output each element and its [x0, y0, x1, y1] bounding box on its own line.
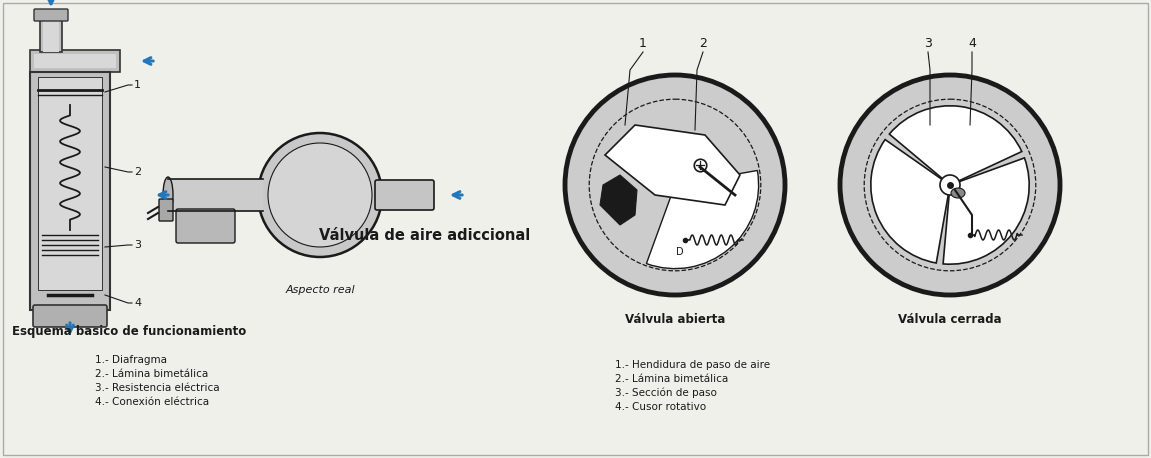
- Text: D: D: [676, 247, 684, 257]
- Text: Esquema basico de funcionamiento: Esquema basico de funcionamiento: [12, 325, 246, 338]
- Circle shape: [840, 75, 1060, 295]
- Text: 3.- Sección de paso: 3.- Sección de paso: [615, 388, 717, 398]
- Text: Válvula abierta: Válvula abierta: [625, 313, 725, 326]
- FancyBboxPatch shape: [33, 305, 107, 327]
- Wedge shape: [890, 106, 1022, 185]
- Circle shape: [268, 143, 372, 247]
- Circle shape: [258, 133, 382, 257]
- Wedge shape: [647, 170, 759, 268]
- Text: 4.- Conexión eléctrica: 4.- Conexión eléctrica: [96, 397, 209, 407]
- Circle shape: [940, 175, 960, 195]
- Wedge shape: [871, 140, 950, 263]
- FancyBboxPatch shape: [30, 72, 110, 310]
- FancyBboxPatch shape: [176, 209, 235, 243]
- Text: 4: 4: [968, 37, 976, 50]
- Text: 2: 2: [699, 37, 707, 50]
- Text: 3: 3: [134, 240, 142, 250]
- Text: 3.- Resistencia eléctrica: 3.- Resistencia eléctrica: [96, 383, 220, 393]
- Polygon shape: [605, 125, 740, 205]
- Text: 1.- Hendidura de paso de aire: 1.- Hendidura de paso de aire: [615, 360, 770, 370]
- FancyBboxPatch shape: [159, 199, 173, 221]
- Text: 3: 3: [924, 37, 932, 50]
- Circle shape: [565, 75, 785, 295]
- Text: Válvula de aire adiccional: Válvula de aire adiccional: [319, 228, 531, 242]
- FancyBboxPatch shape: [375, 180, 434, 210]
- Text: 4.- Cusor rotativo: 4.- Cusor rotativo: [615, 402, 706, 412]
- FancyBboxPatch shape: [30, 50, 120, 72]
- Text: 2: 2: [134, 167, 142, 177]
- Wedge shape: [943, 158, 1029, 264]
- Text: 2.- Lámina bimetálica: 2.- Lámina bimetálica: [96, 369, 208, 379]
- Ellipse shape: [951, 188, 965, 198]
- Text: 1: 1: [134, 80, 142, 90]
- FancyBboxPatch shape: [35, 54, 116, 68]
- FancyBboxPatch shape: [38, 77, 102, 290]
- Text: Aspecto real: Aspecto real: [285, 285, 355, 295]
- Text: 1.- Diafragma: 1.- Diafragma: [96, 355, 167, 365]
- FancyBboxPatch shape: [40, 18, 62, 52]
- Text: 2.- Lámina bimetálica: 2.- Lámina bimetálica: [615, 374, 729, 384]
- FancyBboxPatch shape: [35, 9, 68, 21]
- FancyBboxPatch shape: [43, 20, 59, 52]
- Text: Válvula cerrada: Válvula cerrada: [898, 313, 1001, 326]
- Text: 1: 1: [639, 37, 647, 50]
- Polygon shape: [600, 175, 637, 225]
- FancyBboxPatch shape: [168, 179, 262, 211]
- Text: 4: 4: [134, 298, 142, 308]
- Ellipse shape: [163, 177, 173, 213]
